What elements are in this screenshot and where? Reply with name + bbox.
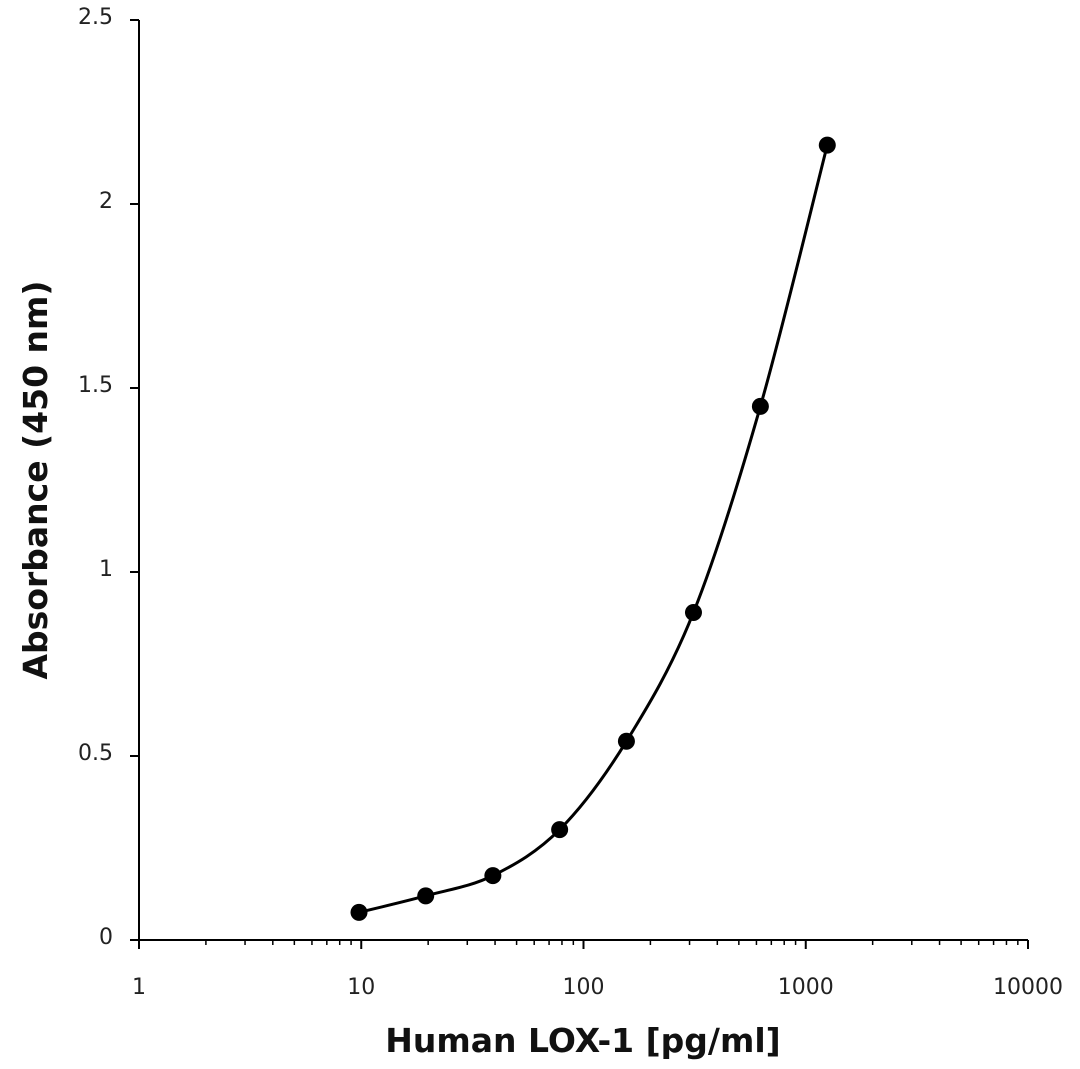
x-tick-label: 100 [563,975,605,1000]
data-point-6 [684,603,702,621]
y-tick-label: 0 [99,925,113,950]
x-tick-label: 10000 [993,975,1063,1000]
y-tick-label: 1.5 [78,373,113,398]
x-tick-label: 10 [347,975,375,1000]
data-points [350,136,836,921]
x-tick-label: 1000 [778,975,834,1000]
y-tick-label: 0.5 [78,741,113,766]
x-axis-title: Human LOX-1 [pg/ml] [385,1021,781,1060]
x-axis-ticks: 1 10 100 1000 10000 [132,940,1063,1000]
data-point-7 [751,397,769,415]
data-point-2 [417,887,435,905]
data-point-4 [551,821,569,839]
data-point-5 [617,732,635,750]
data-point-1 [350,903,368,921]
data-point-3 [484,867,502,885]
x-tick-label: 1 [132,975,146,1000]
y-axis-ticks: 0 0.5 1 1.5 2 2.5 [78,5,139,950]
y-axis-title: Absorbance (450 nm) [16,281,55,680]
y-tick-label: 2 [99,189,113,214]
data-point-8 [818,136,836,154]
y-tick-label: 2.5 [78,5,113,30]
series-curve [358,144,829,914]
y-tick-label: 1 [99,557,113,582]
